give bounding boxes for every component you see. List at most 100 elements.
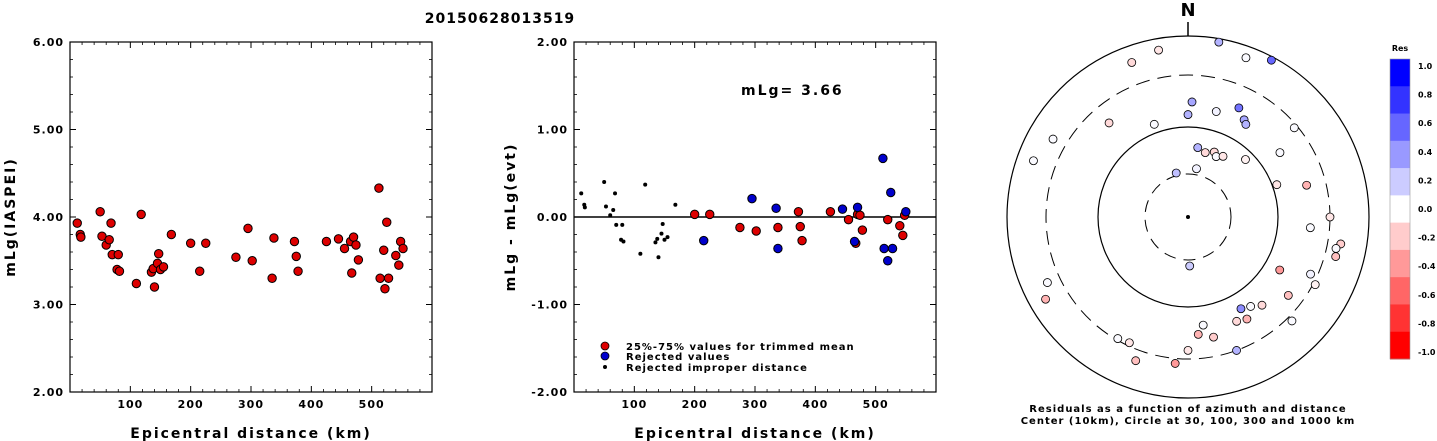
y-tick-labels: 2.00 3.00 4.00 5.00 6.00 xyxy=(33,36,64,399)
rejected-distance-point xyxy=(614,222,619,227)
y-tick-label: -2.00 xyxy=(531,386,568,399)
rejected-distance-point xyxy=(638,251,643,256)
data-point xyxy=(95,207,105,217)
station-marker xyxy=(1198,320,1208,330)
data-point xyxy=(166,229,177,240)
data-point xyxy=(247,256,257,266)
y-tick-label: 5.00 xyxy=(33,124,64,137)
x-tick-label: 400 xyxy=(298,398,324,411)
station-marker xyxy=(1272,180,1282,190)
rejected-value-point xyxy=(771,203,781,213)
data-point xyxy=(76,232,86,242)
x-tick-label: 500 xyxy=(863,398,889,411)
station-marker xyxy=(1232,316,1242,326)
station-marker xyxy=(1266,55,1276,65)
rejected-distance-point xyxy=(655,236,660,241)
station-marker xyxy=(1331,244,1341,253)
y-tick-label: -1.00 xyxy=(531,299,568,312)
legend-label-trimmed: 25%-75% values for trimmed mean xyxy=(626,342,855,353)
legend-marker-rejected xyxy=(600,351,610,361)
rejected-distance-point xyxy=(582,205,587,210)
ring-1000km xyxy=(1006,35,1370,399)
colorbar-segment xyxy=(1390,331,1410,360)
station-marker xyxy=(1043,278,1052,287)
trimmed-mean-point xyxy=(857,225,868,235)
station-marker xyxy=(1183,345,1193,355)
colorbar-segment xyxy=(1390,168,1410,196)
rejected-distance-point xyxy=(656,255,661,260)
rejected-distance-point xyxy=(653,240,658,245)
data-point xyxy=(201,238,211,248)
station-marker xyxy=(1287,316,1297,326)
data-point xyxy=(269,233,279,243)
data-point xyxy=(348,232,359,242)
data-point xyxy=(333,234,344,244)
data-point xyxy=(243,223,253,234)
station-marker xyxy=(1171,168,1181,178)
colorbar-segment xyxy=(1390,277,1410,305)
station-marker xyxy=(1211,107,1221,116)
data-point xyxy=(131,278,142,289)
trimmed-mean-point xyxy=(825,207,836,217)
station-marker xyxy=(1306,269,1315,279)
colorbar-segment xyxy=(1390,59,1410,87)
station-marker xyxy=(1302,180,1312,190)
station-marker xyxy=(1242,314,1252,324)
data-point xyxy=(374,183,384,193)
rejected-distance-point xyxy=(613,191,618,196)
rejected-distance-point xyxy=(665,235,670,240)
data-point xyxy=(375,273,385,283)
station-marker xyxy=(1289,123,1299,133)
y-tick-label: 2.00 xyxy=(537,36,568,49)
station-marker xyxy=(1200,148,1210,158)
colorbar-segment xyxy=(1390,86,1410,115)
rejected-value-point xyxy=(878,153,888,164)
colorbar-tick-label: 1.0 xyxy=(1418,62,1433,71)
data-point xyxy=(339,243,350,254)
trimmed-mean-point xyxy=(773,222,783,233)
station-marker xyxy=(1234,103,1244,113)
colorbar-tick-label: -0.2 xyxy=(1418,234,1436,243)
x-tick-labels: 100 200 300 400 500 xyxy=(621,398,889,411)
trimmed-mean-point xyxy=(898,230,908,241)
station-marker xyxy=(1048,134,1058,144)
y-tick-label: 2.00 xyxy=(33,386,64,399)
x-tick-label: 100 xyxy=(117,398,143,411)
data-point xyxy=(379,245,389,255)
x-tick-label: 300 xyxy=(238,398,264,411)
legend: 25%-75% values for trimmed mean Rejected… xyxy=(600,341,855,374)
data-point xyxy=(293,266,303,276)
station-marker xyxy=(1149,119,1159,129)
data-point xyxy=(398,243,408,254)
azimuth-residual-map: N Residuals as a function of azimuth and… xyxy=(1006,0,1436,427)
station-marker xyxy=(1170,359,1180,368)
y-tick-labels: -2.00 -1.00 0.00 1.00 2.00 xyxy=(531,36,568,399)
data-point xyxy=(353,255,364,265)
data-point xyxy=(195,266,205,276)
ring-30km xyxy=(1144,173,1232,261)
data-point xyxy=(347,268,357,278)
data-point xyxy=(136,209,146,220)
data-point xyxy=(382,217,392,227)
colorbar-segment xyxy=(1390,140,1410,169)
rejected-value-point xyxy=(849,236,860,247)
data-point xyxy=(351,240,361,250)
colorbar-tick-label: -0.4 xyxy=(1418,262,1436,271)
station-marker xyxy=(1310,280,1320,290)
x-tick-label: 500 xyxy=(359,398,385,411)
rejected-value-point xyxy=(887,243,898,254)
data-point xyxy=(149,282,160,292)
data-points xyxy=(579,153,911,266)
data-point xyxy=(394,260,404,270)
station-marker xyxy=(1113,334,1123,343)
page-title: 20150628013519 xyxy=(425,11,575,27)
station-marker xyxy=(1124,338,1134,348)
station-marker xyxy=(1241,155,1250,164)
colorbar-segment xyxy=(1390,195,1410,224)
distance-rings xyxy=(1006,35,1370,399)
north-label: N xyxy=(1180,0,1195,21)
data-point xyxy=(114,266,125,276)
data-point xyxy=(104,235,114,245)
residual-vs-distance-chart: -2.00 -1.00 0.00 1.00 2.00 100 200 300 400 500 m… xyxy=(503,36,937,441)
rejected-value-point xyxy=(747,193,757,204)
